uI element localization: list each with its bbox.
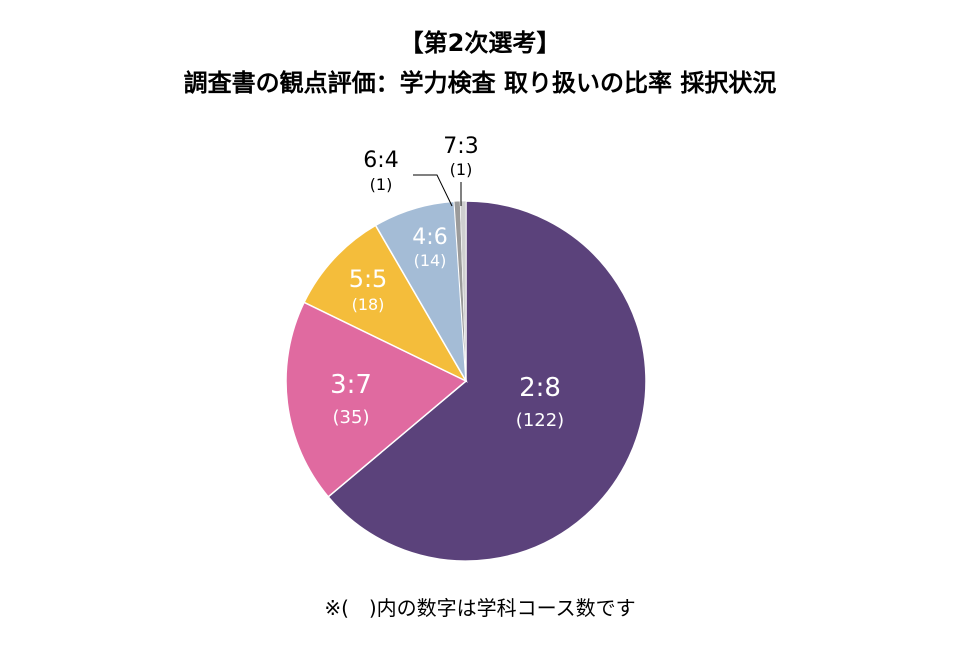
slice-label-3: 5:5 [349, 265, 388, 293]
slice-label-5: 6:4 [363, 148, 398, 173]
chart-title: 調査書の観点評価：学力検査 取り扱いの比率 採択状況 [183, 69, 777, 97]
pie-slice-1 [327, 200, 647, 562]
slice-count-5: (1) [370, 175, 393, 194]
pie-slice-3 [303, 224, 468, 383]
slice-label-6: 7:3 [443, 134, 478, 159]
slice-count-2: (35) [333, 407, 370, 428]
slice-label-1: 2:8 [519, 373, 561, 403]
slice-label-2: 3:7 [330, 370, 372, 400]
pie-slice-6 [459, 200, 467, 382]
leader-line-5 [413, 174, 453, 207]
slice-count-1: (122) [516, 410, 564, 431]
footnote: ※( )内の数字は学科コース数です [324, 596, 636, 620]
slice-label-4: 4:6 [412, 225, 447, 250]
slice-count-4: (14) [414, 251, 447, 270]
chart-title-block: 【第2次選考】 調査書の観点評価：学力検査 取り扱いの比率 採択状況 [0, 28, 960, 98]
pie-slice-2 [285, 301, 468, 498]
chart-title-stage: 【第2次選考】 [399, 29, 561, 57]
slice-count-3: (18) [352, 295, 385, 314]
slice-count-6: (1) [450, 160, 473, 179]
